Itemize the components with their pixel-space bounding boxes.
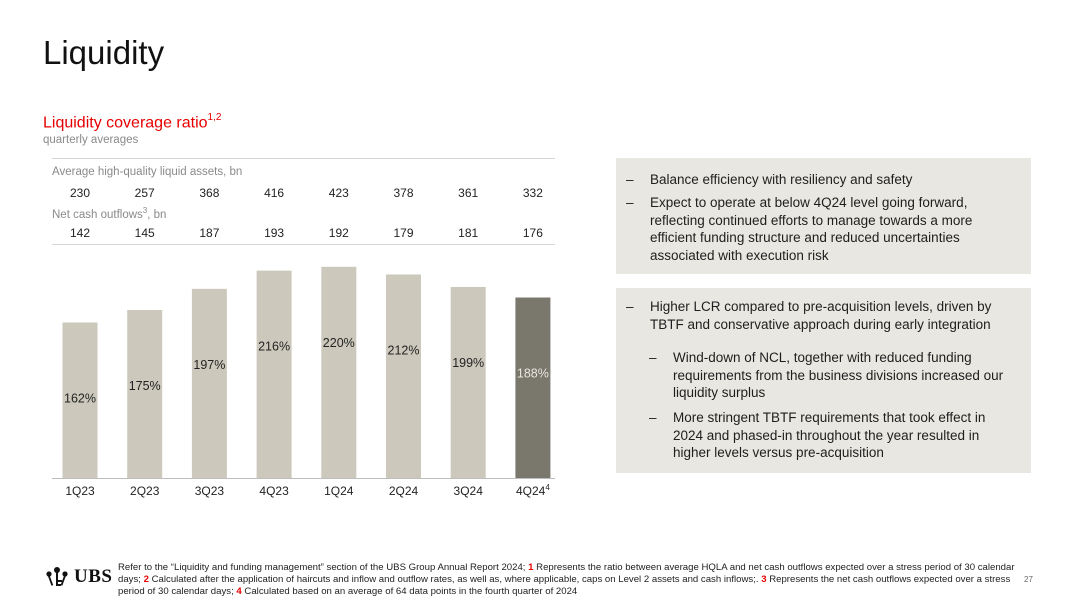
chart-subtitle: quarterly averages — [43, 134, 139, 146]
bar-1Q23 — [62, 322, 98, 478]
hqla-value: 332 — [522, 186, 543, 200]
outflows-value: 187 — [199, 226, 220, 240]
chart-title: Liquidity coverage ratio1,2 — [43, 112, 222, 132]
outflows-value: 192 — [328, 226, 349, 240]
key-points-box: – Balance efficiency with resiliency and … — [616, 158, 1031, 274]
data-label: 188% — [517, 367, 549, 381]
lcr-bar-chart: 162% 1Q23 175% 2Q23 197% 3Q23 216% 4Q23 220% 1Q24… — [52, 266, 555, 498]
outflows-value: 142 — [69, 226, 91, 240]
data-label: 199% — [452, 356, 484, 370]
x-tick-label: 3Q23 — [195, 484, 225, 498]
sub-bullet-item: – Wind-down of NCL, together with reduced… — [649, 350, 1004, 400]
page-number: 27 — [1024, 575, 1033, 584]
hqla-value: 361 — [458, 186, 479, 200]
bullet-item: – Balance efficiency with resiliency and … — [626, 172, 913, 187]
data-label: 220% — [323, 336, 355, 350]
outflows-value: 181 — [458, 226, 479, 240]
logo-text: UBS — [74, 566, 113, 587]
bar-1Q24 — [321, 266, 357, 478]
x-tick-label: 4Q244 — [516, 483, 550, 498]
data-label: 175% — [129, 379, 161, 393]
sub-bullet-item: – More stringent TBTF requirements that t… — [649, 410, 986, 460]
hqla-value: 230 — [69, 186, 91, 200]
bar-4Q23 — [256, 270, 292, 478]
x-tick-label: 2Q23 — [130, 484, 160, 498]
outflows-value: 176 — [522, 226, 543, 240]
data-label: 216% — [258, 340, 290, 354]
table-divider — [52, 244, 555, 245]
outflows-value: 179 — [393, 226, 414, 240]
bar-3Q23 — [191, 288, 227, 478]
data-label: 197% — [193, 358, 225, 372]
lcr-drivers-box: – Higher LCR compared to pre-acquisition … — [616, 288, 1031, 473]
x-tick-label: 1Q24 — [324, 484, 354, 498]
chart-title-superscript: 1,2 — [207, 112, 222, 123]
data-label: 212% — [388, 343, 420, 357]
bar-3Q24 — [450, 286, 486, 478]
x-tick-label: 1Q23 — [65, 484, 95, 498]
bar-2Q24 — [386, 274, 421, 478]
outflows-row-label: Net cash outflows3, bn — [52, 206, 167, 221]
bullet-item: – Expect to operate at below 4Q24 level g… — [626, 195, 973, 263]
hqla-row-label: Average high-quality liquid assets, bn — [52, 166, 243, 178]
outflows-value: 193 — [264, 226, 285, 240]
hqla-value: 368 — [199, 186, 220, 200]
hqla-value: 257 — [134, 186, 155, 200]
keys-icon — [46, 567, 68, 586]
x-tick-label: 4Q23 — [259, 484, 289, 498]
ubs-logo: UBS — [44, 566, 112, 588]
bar-2Q23 — [127, 310, 163, 478]
hqla-value: 416 — [264, 186, 285, 200]
footnote: Refer to the “Liquidity and funding mana… — [118, 562, 1015, 598]
table-divider — [52, 158, 555, 159]
x-tick-label: 2Q24 — [389, 484, 419, 498]
x-tick-label: 3Q24 — [454, 484, 484, 498]
page-title: Liquidity — [43, 34, 165, 71]
hqla-value: 378 — [393, 186, 414, 200]
bar-4Q24 — [515, 297, 551, 478]
hqla-value: 423 — [328, 186, 349, 200]
bullet-item: – Higher LCR compared to pre-acquisition … — [626, 299, 992, 332]
outflows-value: 145 — [134, 226, 155, 240]
data-label: 162% — [64, 391, 96, 405]
